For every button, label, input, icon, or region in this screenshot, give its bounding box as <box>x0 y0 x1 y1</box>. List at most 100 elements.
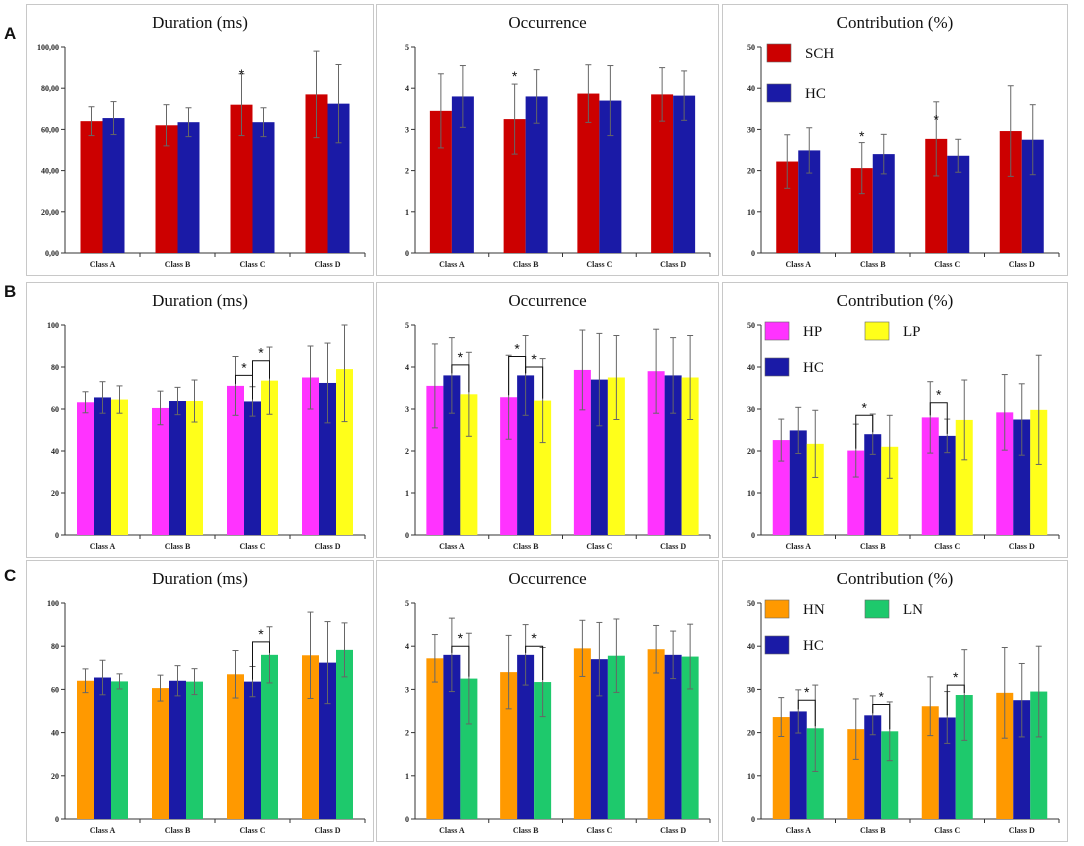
bar-ln <box>881 731 899 819</box>
x-tick-label: Class A <box>785 826 811 835</box>
bar-ln <box>261 654 278 819</box>
legend-label-lp: LP <box>903 324 921 340</box>
bar-hc <box>1013 419 1031 535</box>
significance-bracket <box>525 366 544 399</box>
x-tick-label: Class B <box>860 260 886 269</box>
x-tick-label: Class C <box>239 542 265 551</box>
bar-ln <box>186 681 203 819</box>
chart-svg: 0 1 2 3 4 5 Class A Class B Class C Class D * * * <box>405 321 711 551</box>
x-tick-label: Class D <box>1009 826 1035 835</box>
bar-sch <box>230 104 253 254</box>
chart-title: Contribution (%) <box>836 291 954 310</box>
significance-bracket <box>525 645 544 681</box>
chart-panel-a3: Contribution (%) 0 10 20 30 40 50 Class A Class … <box>722 4 1068 276</box>
y-tick-label: 40 <box>747 363 755 372</box>
significance-star: * <box>512 68 518 84</box>
legend-label-hp: HP <box>803 324 822 340</box>
chart-panel-a1: Duration (ms) 0,00 20,00 40,00 60,00 80,00 100… <box>26 4 374 276</box>
chart-svg: 0 10 20 30 40 50 Class A Class B Class C Class D *… <box>747 321 1060 551</box>
bar-sch <box>305 94 328 253</box>
y-tick-label: 20 <box>747 729 755 738</box>
x-tick-label: Class B <box>860 826 886 835</box>
bar-hc <box>872 154 895 253</box>
x-tick-label: Class A <box>785 542 811 551</box>
x-tick-label: Class C <box>586 542 612 551</box>
x-tick-label: Class D <box>1009 260 1035 269</box>
bar-hc <box>517 375 535 535</box>
x-tick-label: Class C <box>934 542 960 551</box>
bar-ln <box>955 695 973 819</box>
x-tick-label: Class A <box>439 542 465 551</box>
bar-hn <box>996 692 1014 819</box>
y-tick-label: 40 <box>747 642 755 651</box>
y-tick-label: 10 <box>747 489 755 498</box>
bar-hc <box>664 375 682 535</box>
bar-hp <box>847 450 865 535</box>
bar-hn <box>921 706 939 819</box>
bar-lp <box>534 400 552 535</box>
y-tick-label: 4 <box>405 363 409 372</box>
bar-hp <box>152 407 169 535</box>
x-tick-label: Class A <box>439 826 465 835</box>
bar-hn <box>772 717 790 819</box>
bar-ln <box>111 681 128 819</box>
significance-star: * <box>458 349 464 365</box>
significance-bracket <box>252 641 270 680</box>
bar-hp <box>996 412 1014 535</box>
bar-lp <box>261 380 278 535</box>
bar-hn <box>77 680 94 819</box>
bar-lp <box>681 377 699 535</box>
legend-swatch-hc <box>764 357 790 377</box>
chart-panel-a2: Occurrence 0 1 2 3 4 5 Class A Class B Class C Cla… <box>376 4 719 276</box>
x-tick-label: Class B <box>165 260 191 269</box>
y-tick-label: 4 <box>405 642 409 651</box>
legend-label-hc: HC <box>803 638 824 654</box>
chart-title: Occurrence <box>508 291 587 310</box>
bar-hp <box>426 385 444 535</box>
bar-ln <box>806 728 824 819</box>
bar-hn <box>500 672 518 819</box>
legend-swatch-ln <box>864 599 890 619</box>
bar-hc <box>789 430 807 535</box>
x-tick-label: Class A <box>785 260 811 269</box>
bar-hc <box>590 379 608 535</box>
significance-bracket <box>451 645 470 677</box>
legend-label-sch: SCH <box>805 46 834 62</box>
bar-sch <box>651 94 674 253</box>
bar-lp <box>1030 409 1048 535</box>
legend-label-ln: LN <box>903 602 923 618</box>
significance-bracket <box>797 699 816 727</box>
bar-hc <box>169 680 186 819</box>
y-tick-label: 30 <box>747 125 755 134</box>
bar-hn <box>847 729 865 819</box>
x-tick-label: Class C <box>239 260 265 269</box>
x-tick-label: Class D <box>1009 542 1035 551</box>
y-tick-label: 2 <box>405 729 409 738</box>
bar-ln <box>460 678 478 819</box>
bar-hc <box>938 435 956 535</box>
bar-sch <box>429 110 452 253</box>
chart-title: Contribution (%) <box>836 569 954 588</box>
chart-svg: 0,00 20,00 40,00 60,00 80,00 100,00 Class A Cla… <box>37 43 366 269</box>
x-tick-label: Class C <box>239 826 265 835</box>
bar-lp <box>336 369 353 535</box>
x-tick-label: Class A <box>90 260 116 269</box>
bar-hc <box>664 654 682 819</box>
row-label-c: C <box>4 566 17 585</box>
bar-sch <box>999 131 1022 253</box>
significance-bracket <box>508 356 527 396</box>
y-tick-label: 40 <box>51 447 59 456</box>
significance-star: * <box>531 351 537 367</box>
y-tick-label: 0 <box>405 531 409 540</box>
y-tick-label: 0 <box>55 815 59 824</box>
legend-swatch-hn <box>764 599 790 619</box>
bar-hn <box>426 658 444 819</box>
bar-hc <box>947 155 970 253</box>
y-tick-label: 3 <box>405 405 409 414</box>
bar-hc <box>443 654 461 819</box>
row-label-a: A <box>4 24 17 43</box>
chart-svg: 0 10 20 30 40 50 Class A Class B Class C Class D *… <box>747 43 1060 269</box>
y-tick-label: 50 <box>747 43 755 52</box>
bar-hc <box>244 401 261 535</box>
y-tick-label: 60,00 <box>41 125 59 134</box>
